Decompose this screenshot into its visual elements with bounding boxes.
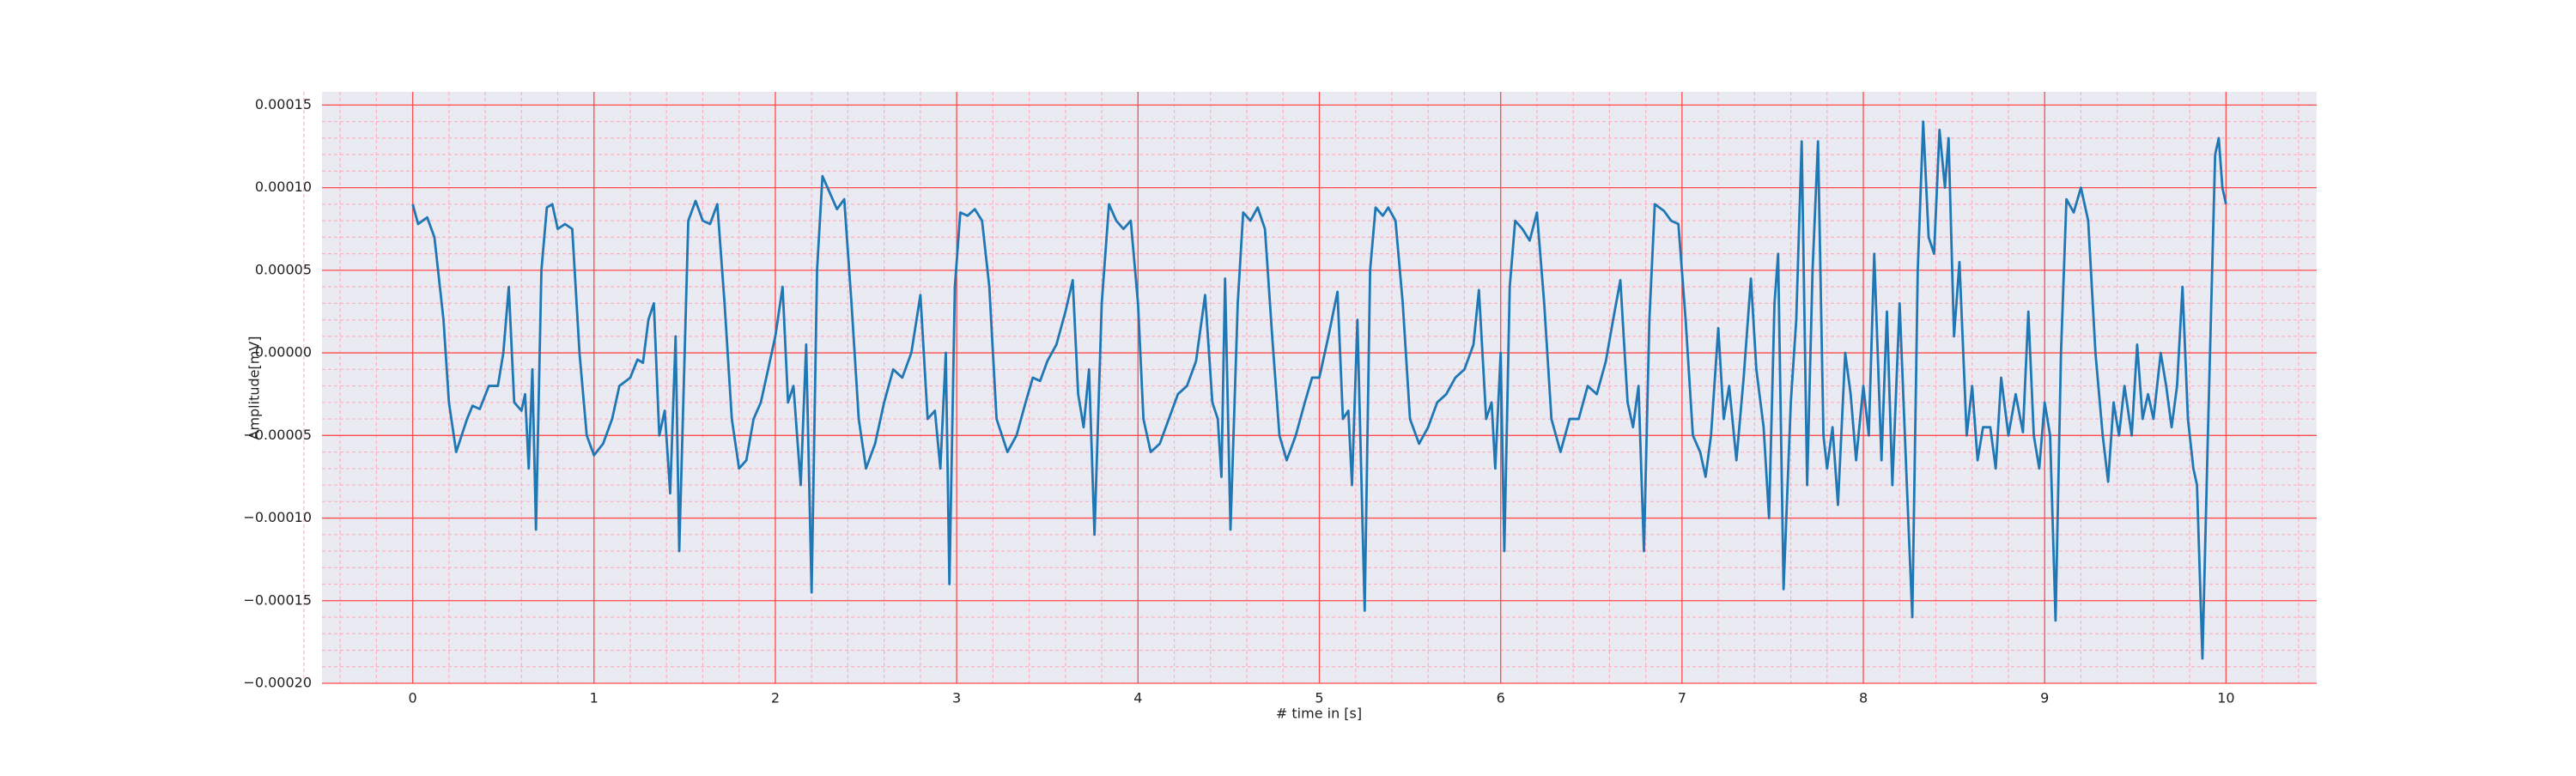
y-tick-label: 0.00005	[255, 261, 312, 277]
x-tick-label: 10	[2217, 690, 2234, 706]
y-tick-label: 0.00000	[255, 344, 312, 361]
x-tick-label: 2	[771, 690, 780, 706]
x-tick-label: 5	[1315, 690, 1323, 706]
y-tick-label: −0.00010	[243, 509, 312, 525]
y-tick-label: −0.00020	[243, 675, 312, 691]
y-tick-label: 0.00015	[255, 96, 312, 112]
x-tick-label: 0	[408, 690, 416, 706]
x-tick-label: 8	[1859, 690, 1868, 706]
major-grid	[322, 92, 2317, 684]
x-tick-label: 9	[2040, 690, 2049, 706]
y-tick-label: 0.00010	[255, 179, 312, 195]
x-axis-label: # time in [s]	[1276, 706, 1362, 722]
x-tick-label: 6	[1497, 690, 1505, 706]
y-tick-label: −0.00015	[243, 591, 312, 608]
x-tick-label: 3	[952, 690, 961, 706]
x-tick-label: 4	[1133, 690, 1142, 706]
y-tick-label: −0.00005	[243, 427, 312, 443]
x-tick-label: 7	[1678, 690, 1686, 706]
y-axis-label: Amplitude[mV]	[246, 336, 263, 440]
line-series	[411, 120, 2227, 660]
x-tick-label: 1	[590, 690, 598, 706]
